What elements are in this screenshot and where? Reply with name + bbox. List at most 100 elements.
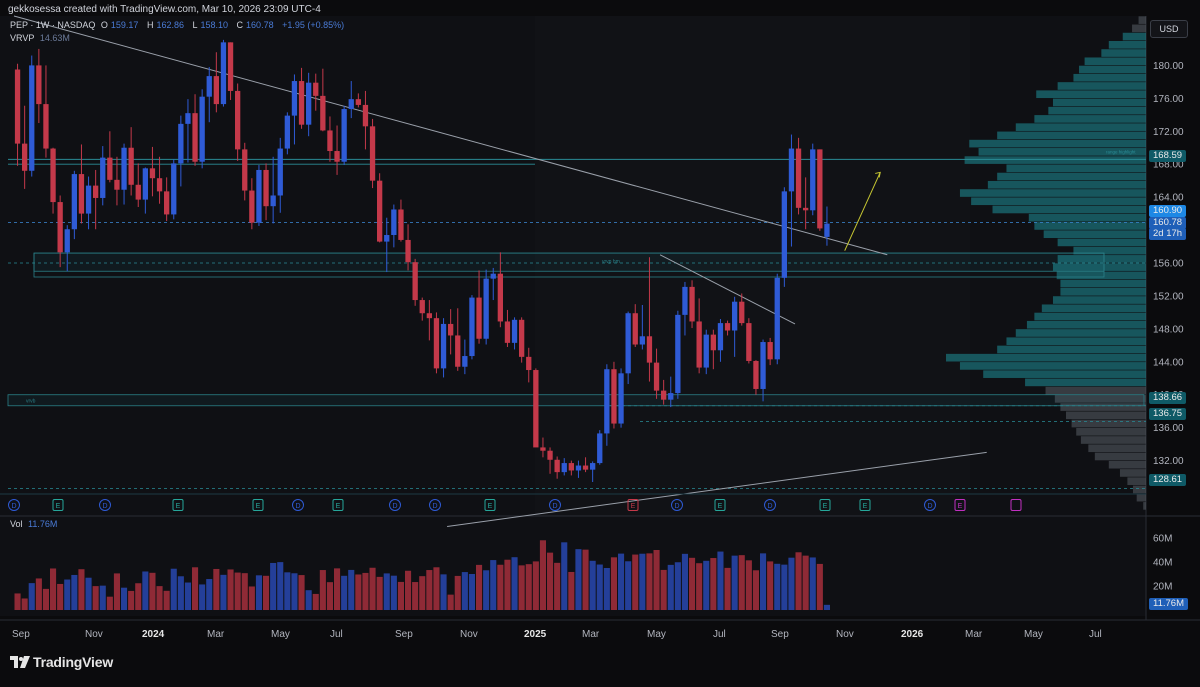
- volume-bar[interactable]: [177, 576, 184, 610]
- dividend-marker[interactable]: D: [671, 499, 683, 511]
- candle[interactable]: [149, 146, 156, 197]
- candle[interactable]: [483, 269, 489, 345]
- candle[interactable]: [682, 281, 688, 336]
- candle[interactable]: [142, 167, 148, 214]
- candle[interactable]: [661, 379, 667, 405]
- candle[interactable]: [313, 73, 319, 111]
- volume-bar[interactable]: [135, 583, 142, 610]
- volume-bar[interactable]: [653, 550, 660, 610]
- volume-bar[interactable]: [64, 579, 71, 610]
- candle[interactable]: [824, 206, 830, 246]
- volume-bar[interactable]: [554, 562, 561, 610]
- candle[interactable]: [604, 364, 610, 446]
- candle[interactable]: [618, 368, 624, 428]
- candle[interactable]: [462, 339, 468, 375]
- volume-bar[interactable]: [319, 570, 326, 610]
- volume-bar[interactable]: [632, 554, 639, 610]
- volume-bar[interactable]: [816, 563, 823, 610]
- volume-bar[interactable]: [703, 560, 710, 610]
- volume-bar[interactable]: [760, 553, 767, 610]
- volume-bar[interactable]: [809, 557, 816, 610]
- candle[interactable]: [50, 147, 56, 214]
- candle[interactable]: [178, 115, 184, 187]
- volume-bar[interactable]: [781, 564, 788, 610]
- volume-bar[interactable]: [277, 562, 284, 610]
- candle[interactable]: [717, 318, 724, 362]
- volume-bar[interactable]: [78, 569, 85, 610]
- volume-bar[interactable]: [412, 582, 419, 610]
- candle[interactable]: [632, 304, 638, 347]
- volume-bar[interactable]: [121, 587, 128, 610]
- candle[interactable]: [611, 361, 617, 429]
- earnings-marker[interactable]: E: [172, 499, 184, 511]
- volume-bar[interactable]: [767, 561, 774, 610]
- volume-bar[interactable]: [71, 574, 78, 610]
- candle[interactable]: [710, 329, 716, 370]
- earnings-marker[interactable]: E: [627, 499, 639, 511]
- volume-bar[interactable]: [774, 563, 781, 610]
- candle[interactable]: [767, 337, 773, 366]
- volume-bar[interactable]: [582, 549, 589, 610]
- volume-bar[interactable]: [603, 568, 610, 610]
- candle[interactable]: [405, 224, 411, 271]
- candle[interactable]: [121, 143, 127, 205]
- candle[interactable]: [398, 199, 404, 242]
- candle[interactable]: [242, 142, 248, 201]
- volume-bar[interactable]: [341, 575, 348, 610]
- volume-bar[interactable]: [355, 574, 362, 610]
- earnings-marker[interactable]: E: [954, 499, 966, 511]
- volume-bar[interactable]: [625, 561, 632, 610]
- volume-bar[interactable]: [476, 564, 483, 610]
- volume-bar[interactable]: [199, 584, 206, 610]
- candle[interactable]: [114, 156, 120, 206]
- candle[interactable]: [298, 67, 305, 129]
- earnings-marker[interactable]: E: [52, 499, 64, 511]
- candle[interactable]: [795, 137, 802, 215]
- candle[interactable]: [547, 447, 553, 474]
- volume-bar[interactable]: [57, 583, 64, 610]
- candle[interactable]: [213, 52, 219, 113]
- volume-bar[interactable]: [106, 596, 113, 610]
- candle[interactable]: [64, 225, 70, 272]
- volume-bar[interactable]: [376, 576, 383, 610]
- volume-legend[interactable]: Vol 11.76M: [10, 519, 60, 529]
- candle[interactable]: [377, 173, 383, 243]
- volume-bar[interactable]: [589, 560, 596, 610]
- earnings-marker[interactable]: E: [819, 499, 831, 511]
- volume-bar[interactable]: [490, 560, 497, 610]
- volume-bar[interactable]: [639, 553, 646, 610]
- volume-bar[interactable]: [92, 586, 99, 610]
- candle[interactable]: [164, 177, 170, 222]
- candle[interactable]: [668, 376, 674, 408]
- candle[interactable]: [43, 65, 49, 158]
- volume-bar[interactable]: [511, 557, 518, 610]
- volume-bar[interactable]: [35, 578, 42, 610]
- volume-bar[interactable]: [170, 568, 177, 610]
- candle[interactable]: [781, 187, 787, 287]
- candle[interactable]: [192, 94, 198, 166]
- earnings-marker[interactable]: E: [252, 499, 264, 511]
- volume-bar[interactable]: [717, 551, 724, 610]
- volume-bar[interactable]: [667, 564, 674, 610]
- candle[interactable]: [220, 39, 227, 107]
- candle[interactable]: [355, 93, 361, 108]
- candle[interactable]: [320, 68, 326, 132]
- candle[interactable]: [739, 293, 745, 326]
- volume-bar[interactable]: [525, 564, 532, 610]
- volume-bar[interactable]: [42, 588, 49, 610]
- candle[interactable]: [568, 460, 574, 476]
- volume-bar[interactable]: [745, 560, 752, 610]
- volume-bar[interactable]: [334, 568, 341, 610]
- candle[interactable]: [774, 273, 780, 365]
- dividend-marker[interactable]: D: [549, 499, 561, 511]
- volume-bar[interactable]: [710, 558, 717, 610]
- volume-bar[interactable]: [397, 581, 404, 610]
- candle[interactable]: [675, 310, 681, 399]
- candle[interactable]: [185, 99, 191, 163]
- candle[interactable]: [334, 125, 340, 175]
- candle[interactable]: [696, 298, 702, 374]
- candle[interactable]: [327, 116, 333, 162]
- dividend-marker[interactable]: D: [8, 499, 20, 511]
- volume-bar[interactable]: [348, 569, 355, 610]
- candle[interactable]: [199, 89, 205, 169]
